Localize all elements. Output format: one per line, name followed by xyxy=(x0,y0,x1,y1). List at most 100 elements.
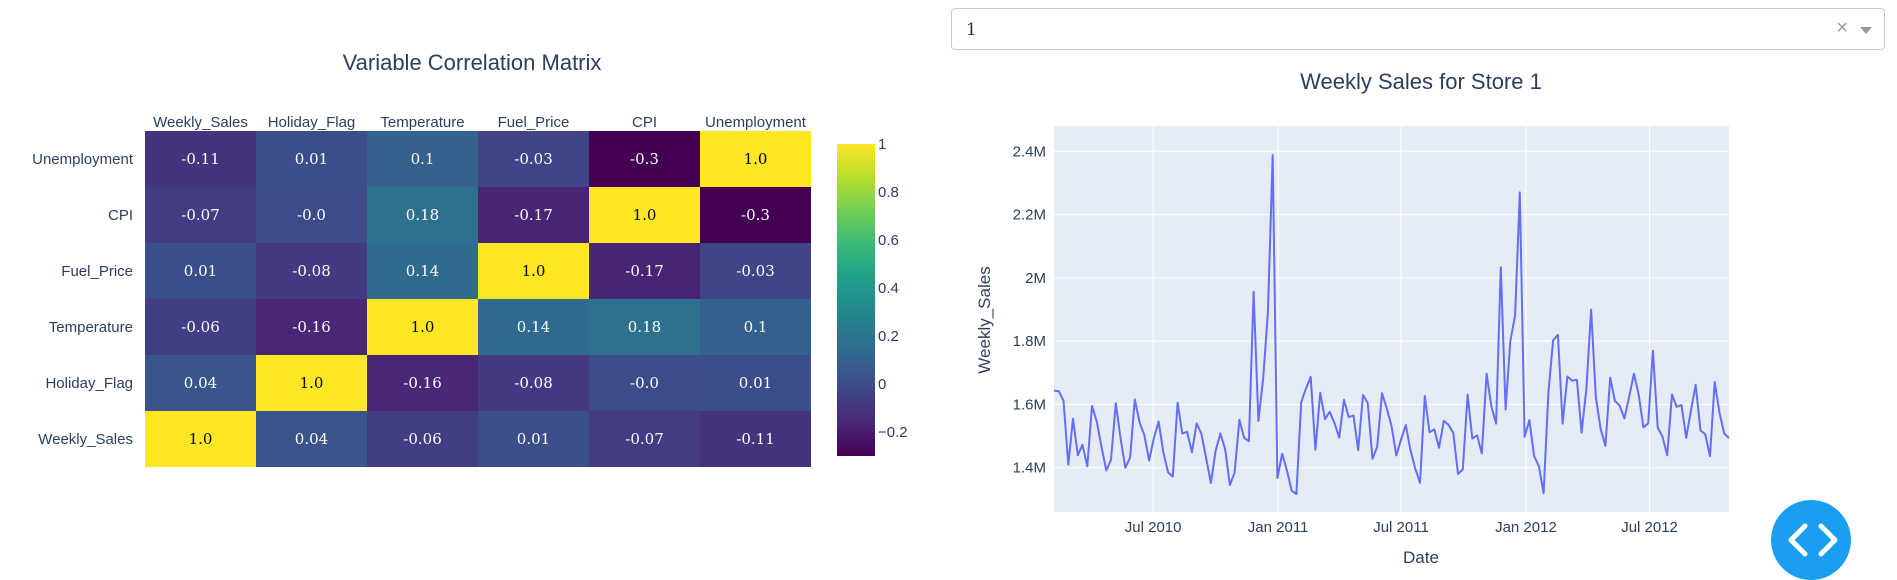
heatmap-cell-label: 0.18 xyxy=(406,206,439,224)
y-tick-label: 2.2M xyxy=(1013,207,1046,224)
y-tick-label: 2.4M xyxy=(1013,143,1046,160)
heatmap-cell xyxy=(478,187,589,243)
heatmap-cell-label: 0.14 xyxy=(517,318,550,336)
heatmap-cell-label: -0.07 xyxy=(625,430,663,448)
y-tick-label: 1.4M xyxy=(1013,460,1046,477)
y-tick-label: 2M xyxy=(1025,270,1046,287)
x-tick-label: Unemployment xyxy=(705,114,807,131)
heatmap-cell xyxy=(256,243,367,299)
heatmap-cell-label: -0.03 xyxy=(736,262,774,280)
heatmap-cell-label: -0.07 xyxy=(181,206,219,224)
code-toggle-button[interactable] xyxy=(1771,500,1851,580)
x-tick-label: Jul 2010 xyxy=(1125,519,1182,536)
heatmap-cell-label: 1.0 xyxy=(744,150,768,168)
heatmap-cell xyxy=(145,299,256,355)
plot-area xyxy=(1054,126,1729,512)
heatmap-cell xyxy=(589,131,700,187)
colorbar-tick-label: 0.4 xyxy=(878,280,899,297)
heatmap-cell-label: 0.1 xyxy=(411,150,435,168)
heatmap-cell xyxy=(256,299,367,355)
heatmap-cell xyxy=(589,187,700,243)
heatmap-cell-label: -0.06 xyxy=(403,430,441,448)
heatmap-cell xyxy=(478,355,589,411)
heatmap-cell-label: -0.06 xyxy=(181,318,219,336)
x-tick-label: Holiday_Flag xyxy=(268,114,356,131)
y-axis: 1.4M 1.6M 1.8M 2M 2.2M 2.4M xyxy=(1013,143,1046,476)
heatmap-cell-label: 1.0 xyxy=(522,262,546,280)
dashboard: Variable Correlation Matrix -0.11 0.01 0.1… xyxy=(32,8,1885,580)
heatmap-cell xyxy=(478,243,589,299)
y-tick-label: Fuel_Price xyxy=(61,263,133,280)
x-tick-label: Jul 2012 xyxy=(1621,519,1678,536)
heatmap-cell-label: 0.01 xyxy=(517,430,550,448)
heatmap-cell-label: 0.1 xyxy=(744,318,768,336)
y-tick-label: Unemployment xyxy=(32,151,134,168)
heatmap-cell-label: -0.17 xyxy=(514,206,552,224)
chevron-down-icon[interactable] xyxy=(1860,27,1872,34)
clear-icon[interactable]: × xyxy=(1836,17,1848,39)
y-tick-label: 1.6M xyxy=(1013,396,1046,413)
colorbar-tick-label: 1 xyxy=(878,136,886,153)
y-tick-label: Temperature xyxy=(49,319,133,336)
heatmap-cell xyxy=(145,187,256,243)
heatmap-cell-label: 1.0 xyxy=(633,206,657,224)
heatmap-cell xyxy=(700,299,811,355)
heatmap-cell xyxy=(700,243,811,299)
x-tick-label: CPI xyxy=(632,114,657,131)
y-tick-label: Holiday_Flag xyxy=(45,375,133,392)
y-axis-label: Weekly_Sales xyxy=(975,266,994,373)
correlation-heatmap: Variable Correlation Matrix -0.11 0.01 0.1… xyxy=(32,50,908,467)
colorbar-tick-label: 0.2 xyxy=(878,328,899,345)
heatmap-cell xyxy=(256,187,367,243)
heatmap-cell xyxy=(478,299,589,355)
x-tick-label: Jul 2011 xyxy=(1373,519,1429,536)
heatmap-cell-label: -0.03 xyxy=(514,150,552,168)
x-tick-label: Jan 2011 xyxy=(1248,519,1309,536)
heatmap-cell-label: 0.04 xyxy=(184,374,217,392)
heatmap-cell-label: -0.17 xyxy=(625,262,663,280)
colorbar-tick-label: 0 xyxy=(878,376,886,393)
heatmap-y-axis: Unemployment CPI Fuel_Price Temperature Holi… xyxy=(32,151,134,448)
heatmap-cell-label: 0.04 xyxy=(295,430,328,448)
heatmap-cell xyxy=(145,411,256,467)
heatmap-cell-label: 0.14 xyxy=(406,262,439,280)
heatmap-cell-label: 0.01 xyxy=(184,262,217,280)
heatmap-cell-label: -0.08 xyxy=(292,262,330,280)
colorbar-tick-label: 0.6 xyxy=(878,232,899,249)
colorbar-ticks: 1 0.8 0.6 0.4 0.2 0 −0.2 xyxy=(878,136,908,441)
x-tick-label: Fuel_Price xyxy=(498,114,570,131)
heatmap-cell-label: 0.18 xyxy=(628,318,661,336)
store-dropdown[interactable]: 1 × xyxy=(951,8,1885,50)
colorbar xyxy=(837,144,875,456)
weekly-sales-line-chart: Weekly Sales for Store 1 Jul 2010 Jan 201… xyxy=(975,69,1730,567)
y-tick-label: 1.8M xyxy=(1013,333,1046,350)
heatmap-cell xyxy=(145,131,256,187)
line-chart-title: Weekly Sales for Store 1 xyxy=(1300,69,1542,94)
heatmap-cell-label: -0.0 xyxy=(630,374,659,392)
heatmap-cell xyxy=(589,411,700,467)
heatmap-x-axis: Weekly_Sales Holiday_Flag Temperature Fuel_… xyxy=(153,114,807,131)
heatmap-cell xyxy=(367,299,478,355)
heatmap-cell-label: -0.08 xyxy=(514,374,552,392)
x-tick-label: Temperature xyxy=(380,114,464,131)
heatmap-cell xyxy=(367,411,478,467)
heatmap-cell-label: -0.3 xyxy=(630,150,659,168)
heatmap-cell xyxy=(256,131,367,187)
heatmap-cell xyxy=(700,131,811,187)
x-axis: Jul 2010 Jan 2011 Jul 2011 Jan 2012 Jul 2012 xyxy=(1125,519,1678,536)
x-tick-label: Jan 2012 xyxy=(1495,519,1557,536)
heatmap-cell-label: -0.11 xyxy=(736,430,774,448)
heatmap-cell xyxy=(700,355,811,411)
heatmap-cell-label: -0.0 xyxy=(297,206,326,224)
heatmap-cell-label: -0.3 xyxy=(741,206,770,224)
heatmap-cell-label: -0.16 xyxy=(403,374,441,392)
heatmap-title: Variable Correlation Matrix xyxy=(343,50,602,75)
colorbar-tick-label: −0.2 xyxy=(878,424,908,441)
heatmap-cell xyxy=(478,411,589,467)
series-line-weekly-sales xyxy=(1053,154,1730,495)
store-dropdown-value: 1 xyxy=(966,20,977,40)
colorbar-tick-label: 0.8 xyxy=(878,184,899,201)
heatmap-cell xyxy=(256,355,367,411)
heatmap-cell xyxy=(367,131,478,187)
heatmap-cell xyxy=(367,355,478,411)
